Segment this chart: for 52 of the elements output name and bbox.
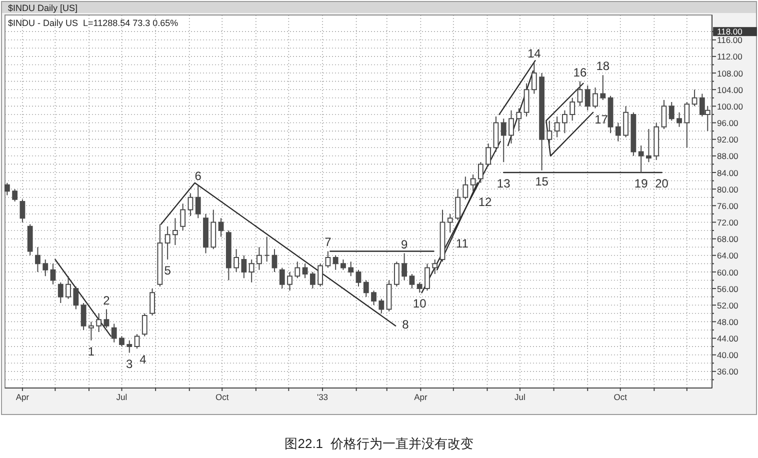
x-tick-label: Oct [216, 392, 230, 402]
x-tick-label: Jul [514, 392, 526, 402]
y-tick-label: 48.00 [717, 316, 739, 327]
x-tick-label: Jul [116, 392, 128, 402]
annotation: 2 [103, 293, 110, 308]
annotation: 1 [88, 344, 95, 358]
y-tick-label: 108.00 [717, 68, 744, 78]
y-tick-label: 72.00 [717, 218, 739, 228]
annotation: 20 [655, 176, 669, 190]
y-tick-label: 100.00 [717, 101, 744, 112]
annotation: 14 [527, 46, 542, 61]
annotation: 8 [402, 317, 410, 332]
y-tick-label: 64.00 [717, 250, 739, 261]
y-tick-label: 96.00 [717, 118, 739, 128]
x-tick-label: Apr [16, 392, 30, 402]
annotation: 16 [573, 65, 587, 80]
x-tick-label: Oct [614, 392, 628, 402]
y-tick-label: 56.00 [717, 284, 739, 294]
annotation: 3 [126, 356, 134, 371]
annotation: 7 [324, 235, 332, 250]
y-tick-label: 112.00 [717, 52, 743, 62]
annotation: 6 [194, 168, 202, 183]
annotation: 9 [400, 237, 408, 252]
x-tick-label: '33 [316, 392, 328, 402]
annotation: 10 [412, 296, 427, 311]
annotation: 12 [478, 195, 492, 210]
annotation: 17 [594, 112, 608, 126]
y-tick-label: 104.00 [717, 84, 744, 95]
y-tick-label: 76.00 [717, 200, 739, 211]
y-tick-label: 88.00 [717, 151, 739, 162]
y-tick-label: 36.00 [717, 366, 739, 377]
y-tick-label: 40.00 [717, 350, 739, 360]
annotation: 4 [140, 352, 147, 367]
chart-title: $INDU Daily [US] [8, 3, 78, 13]
caption: 图22.1 价格行为一直并没有改变 [284, 436, 474, 451]
y-tick-label: 92.00 [717, 134, 739, 145]
annotation: 15 [535, 174, 549, 188]
annotation: 5 [164, 264, 172, 278]
annotation: 19 [634, 176, 648, 190]
y-tick-label: 116.00 [717, 35, 743, 46]
y-tick-label: 68.00 [717, 234, 739, 244]
y-tick-label: 52.00 [717, 300, 739, 310]
y-tick-label: 118.00 [717, 26, 743, 37]
y-tick-label: 60.00 [717, 267, 739, 278]
y-tick-label: 80.00 [717, 184, 739, 194]
annotation: 18 [596, 59, 610, 74]
annotation: 11 [456, 236, 469, 251]
annotation: 13 [496, 176, 511, 190]
y-tick-label: 44.00 [717, 334, 739, 344]
x-tick-label: Apr [414, 392, 428, 402]
y-tick-label: 84.00 [717, 168, 739, 178]
chart-subtitle: $INDU - Daily US L=11288.54 73.3 0.65% [8, 18, 178, 28]
